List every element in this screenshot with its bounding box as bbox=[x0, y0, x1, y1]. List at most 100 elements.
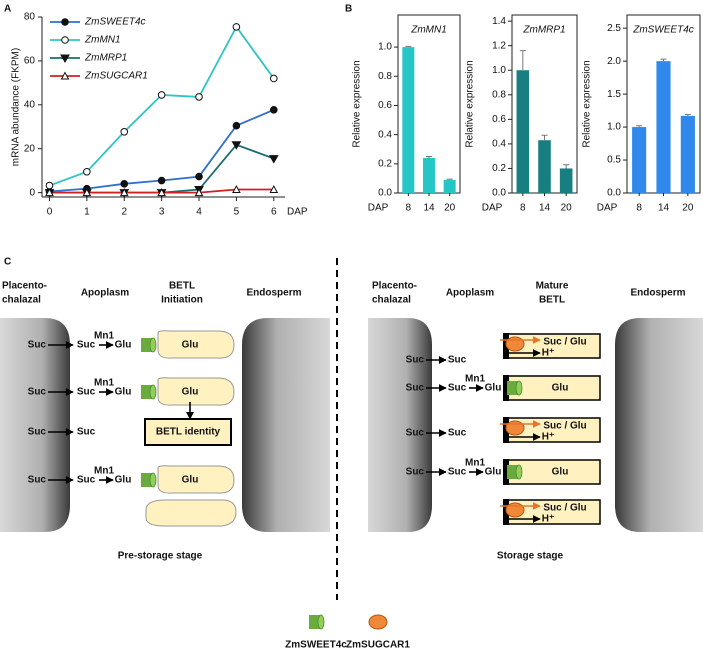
error-bar bbox=[426, 156, 432, 158]
y-tick-label: 80 bbox=[24, 12, 36, 23]
x-tick-label: 14 bbox=[539, 203, 551, 214]
y-tick-label: 20 bbox=[24, 143, 36, 154]
label: Suc bbox=[28, 340, 47, 351]
column-header: Placento- bbox=[372, 281, 417, 292]
x-tick-label: 6 bbox=[271, 207, 277, 218]
column-header: chalazal bbox=[2, 295, 41, 306]
label: Suc bbox=[77, 340, 96, 351]
point bbox=[61, 36, 69, 44]
column-header: Endosperm bbox=[246, 288, 301, 299]
stage-label: Pre-storage stage bbox=[118, 551, 203, 562]
y-tick-label: 1.5 bbox=[607, 89, 621, 100]
zmsweet4c-transporter bbox=[515, 380, 523, 396]
label: Suc bbox=[448, 355, 467, 366]
bar bbox=[423, 157, 435, 193]
error-bar bbox=[636, 125, 643, 128]
x-tick-label: 4 bbox=[196, 207, 202, 218]
cell bbox=[157, 377, 235, 406]
y-tick-label: 0.4 bbox=[378, 129, 392, 140]
y-tick-label: 0 bbox=[29, 187, 35, 198]
legend-label: ZmSUGCAR1 bbox=[84, 71, 148, 82]
bar bbox=[516, 70, 530, 193]
label: Glu bbox=[115, 387, 132, 398]
y-axis-label: Relative expression bbox=[352, 60, 363, 147]
endosperm-tissue bbox=[242, 318, 330, 532]
label: Suc bbox=[448, 467, 467, 478]
label: Mn1 bbox=[94, 378, 114, 389]
label: Suc bbox=[448, 383, 467, 394]
column-header: Initiation bbox=[161, 295, 203, 306]
y-tick-label: 0.6 bbox=[378, 100, 392, 111]
y-tick-label: 1.4 bbox=[492, 16, 506, 27]
x-tick-label: 8 bbox=[636, 203, 642, 214]
x-tick-label: 8 bbox=[520, 203, 526, 214]
label: Suc / Glu bbox=[543, 337, 586, 348]
legend-label: ZmSUGCAR1 bbox=[346, 640, 410, 651]
label: Glu bbox=[552, 383, 569, 394]
series-line bbox=[49, 143, 275, 194]
bar bbox=[632, 127, 647, 193]
point bbox=[269, 106, 278, 114]
panel-label: C bbox=[4, 257, 11, 268]
x-tick-label: 1 bbox=[84, 207, 90, 218]
x-tick-label: 0 bbox=[47, 207, 53, 218]
label: Suc bbox=[28, 427, 47, 438]
point bbox=[60, 54, 70, 64]
bar bbox=[680, 115, 695, 193]
legend-label: ZmSWEET4c bbox=[285, 640, 347, 651]
label: Glu bbox=[182, 475, 199, 486]
x-axis-label: DAP bbox=[368, 203, 389, 214]
column-header: Endosperm bbox=[630, 288, 685, 299]
label: Glu bbox=[552, 467, 569, 478]
point bbox=[269, 184, 279, 194]
x-tick-label: 8 bbox=[406, 203, 412, 214]
point bbox=[157, 91, 166, 99]
y-tick-label: 0.5 bbox=[607, 155, 621, 166]
label: Glu bbox=[182, 387, 199, 398]
x-axis-label: DAP bbox=[482, 203, 503, 214]
cell bbox=[145, 499, 237, 527]
point bbox=[232, 121, 241, 130]
y-axis-label: mRNA abundance (FKPM) bbox=[11, 48, 22, 166]
point bbox=[195, 93, 203, 101]
y-tick-label: 0.2 bbox=[378, 158, 392, 169]
error-bar bbox=[541, 134, 548, 141]
point bbox=[45, 181, 54, 190]
label: Suc bbox=[406, 383, 425, 394]
placento-chalazal-tissue bbox=[0, 318, 70, 532]
label: Suc / Glu bbox=[543, 503, 586, 514]
label: Suc / Glu bbox=[543, 421, 586, 432]
zmsweet4c-transporter bbox=[317, 614, 325, 630]
error-bar bbox=[519, 50, 526, 71]
x-tick-label: 14 bbox=[658, 203, 670, 214]
legend-label: ZmMRP1 bbox=[84, 53, 127, 64]
panel-label: A bbox=[4, 4, 11, 15]
placento-chalazal-tissue bbox=[368, 318, 432, 532]
label: Glu bbox=[115, 475, 132, 486]
cell bbox=[157, 465, 235, 494]
label: Glu bbox=[485, 383, 502, 394]
y-tick-label: 2.5 bbox=[607, 23, 621, 34]
zmsweet4c-transporter bbox=[149, 384, 157, 400]
chart-title: ZmMRP1 bbox=[522, 25, 565, 36]
x-tick-label: 2 bbox=[121, 207, 127, 218]
label: Suc bbox=[28, 387, 47, 398]
cell-wall bbox=[503, 375, 509, 401]
x-axis-label: DAP bbox=[287, 207, 308, 218]
label: Suc bbox=[77, 387, 96, 398]
stage-label: Storage stage bbox=[497, 551, 564, 562]
y-tick-label: 0.0 bbox=[492, 188, 506, 199]
y-tick-label: 1.0 bbox=[607, 122, 621, 133]
y-tick-label: 1.0 bbox=[492, 65, 506, 76]
column-header: Mature bbox=[536, 281, 569, 292]
y-tick-label: 0.8 bbox=[492, 89, 506, 100]
label: Mn1 bbox=[94, 331, 114, 342]
y-tick-label: 0.0 bbox=[607, 188, 621, 199]
label: H⁺ bbox=[542, 514, 555, 525]
x-tick-label: 3 bbox=[159, 207, 165, 218]
zmsugcar1-transporter bbox=[505, 502, 525, 518]
label: Mn1 bbox=[94, 466, 114, 477]
chart-title: ZmSWEET4c bbox=[632, 25, 694, 36]
zmsugcar1-transporter bbox=[505, 336, 525, 352]
error-bar bbox=[684, 114, 691, 116]
